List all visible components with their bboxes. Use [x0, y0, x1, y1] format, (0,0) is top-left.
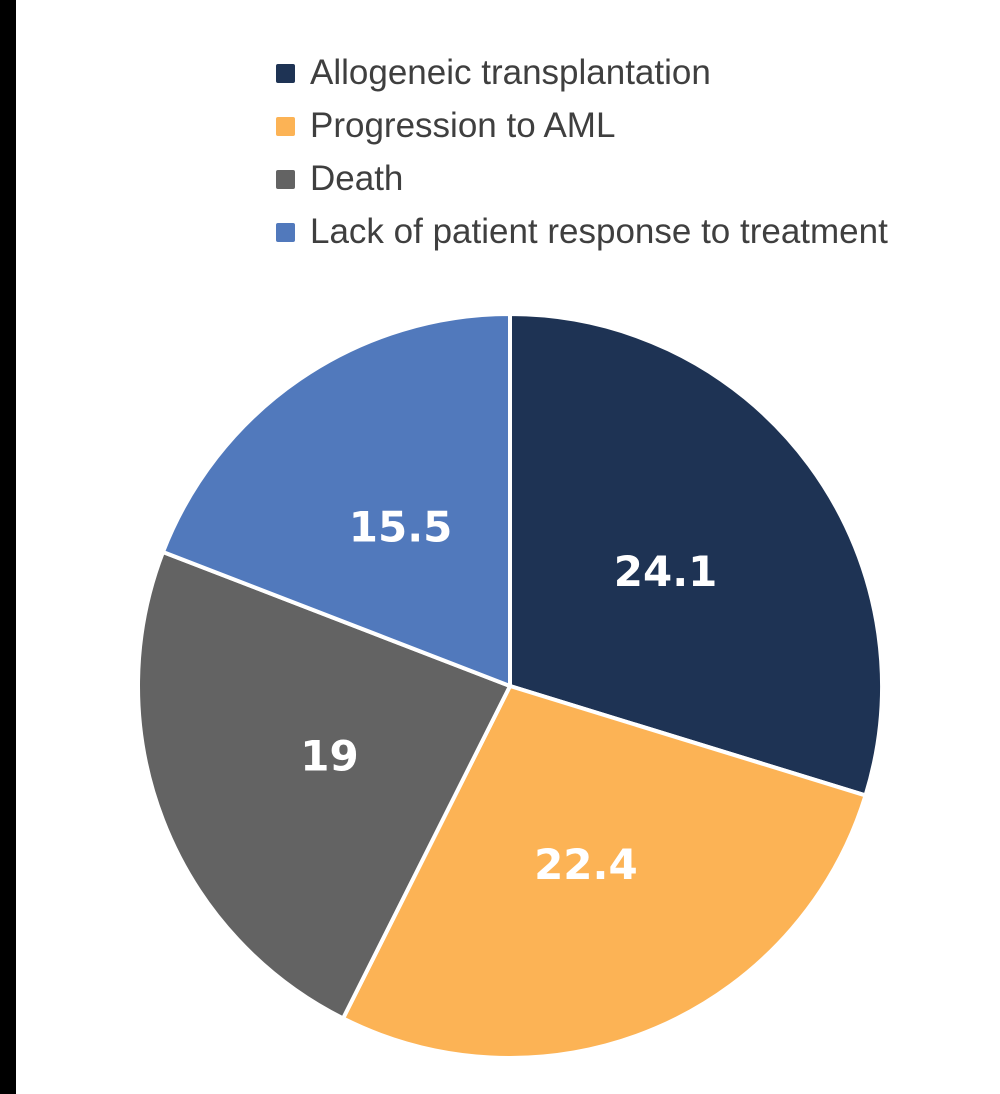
legend-item-progression-to-aml: Progression to AML	[276, 99, 888, 152]
left-edge-bar	[0, 0, 16, 1094]
legend-label: Death	[310, 159, 404, 198]
legend-label: Lack of patient response to treatment	[310, 212, 888, 251]
pie-slice-allogeneic-transplantation	[508, 312, 884, 798]
legend-label: Allogeneic transplantation	[310, 53, 711, 92]
pie-slice-lack-of-patient-response-to-treatment	[160, 312, 512, 688]
legend-item-death: Death	[276, 152, 888, 205]
legend-swatch-icon	[276, 64, 295, 83]
pie-slice-label-lack-of-patient-response-to-treatment: 15.5	[349, 503, 453, 552]
legend-swatch-icon	[276, 117, 295, 136]
pie-slice-death	[136, 550, 512, 1021]
pie-slice-label-death: 19	[300, 732, 358, 781]
pie-slice-label-progression-to-aml: 22.4	[534, 840, 638, 889]
legend: Allogeneic transplantation Progression t…	[276, 46, 888, 258]
legend-item-lack-of-patient-response: Lack of patient response to treatment	[276, 205, 888, 258]
legend-item-allogeneic-transplantation: Allogeneic transplantation	[276, 46, 888, 99]
legend-label: Progression to AML	[310, 106, 616, 145]
legend-swatch-icon	[276, 223, 295, 242]
pie-slice-progression-to-aml	[341, 684, 868, 1060]
legend-swatch-icon	[276, 170, 295, 189]
pie-slice-label-allogeneic-transplantation: 24.1	[614, 547, 718, 596]
